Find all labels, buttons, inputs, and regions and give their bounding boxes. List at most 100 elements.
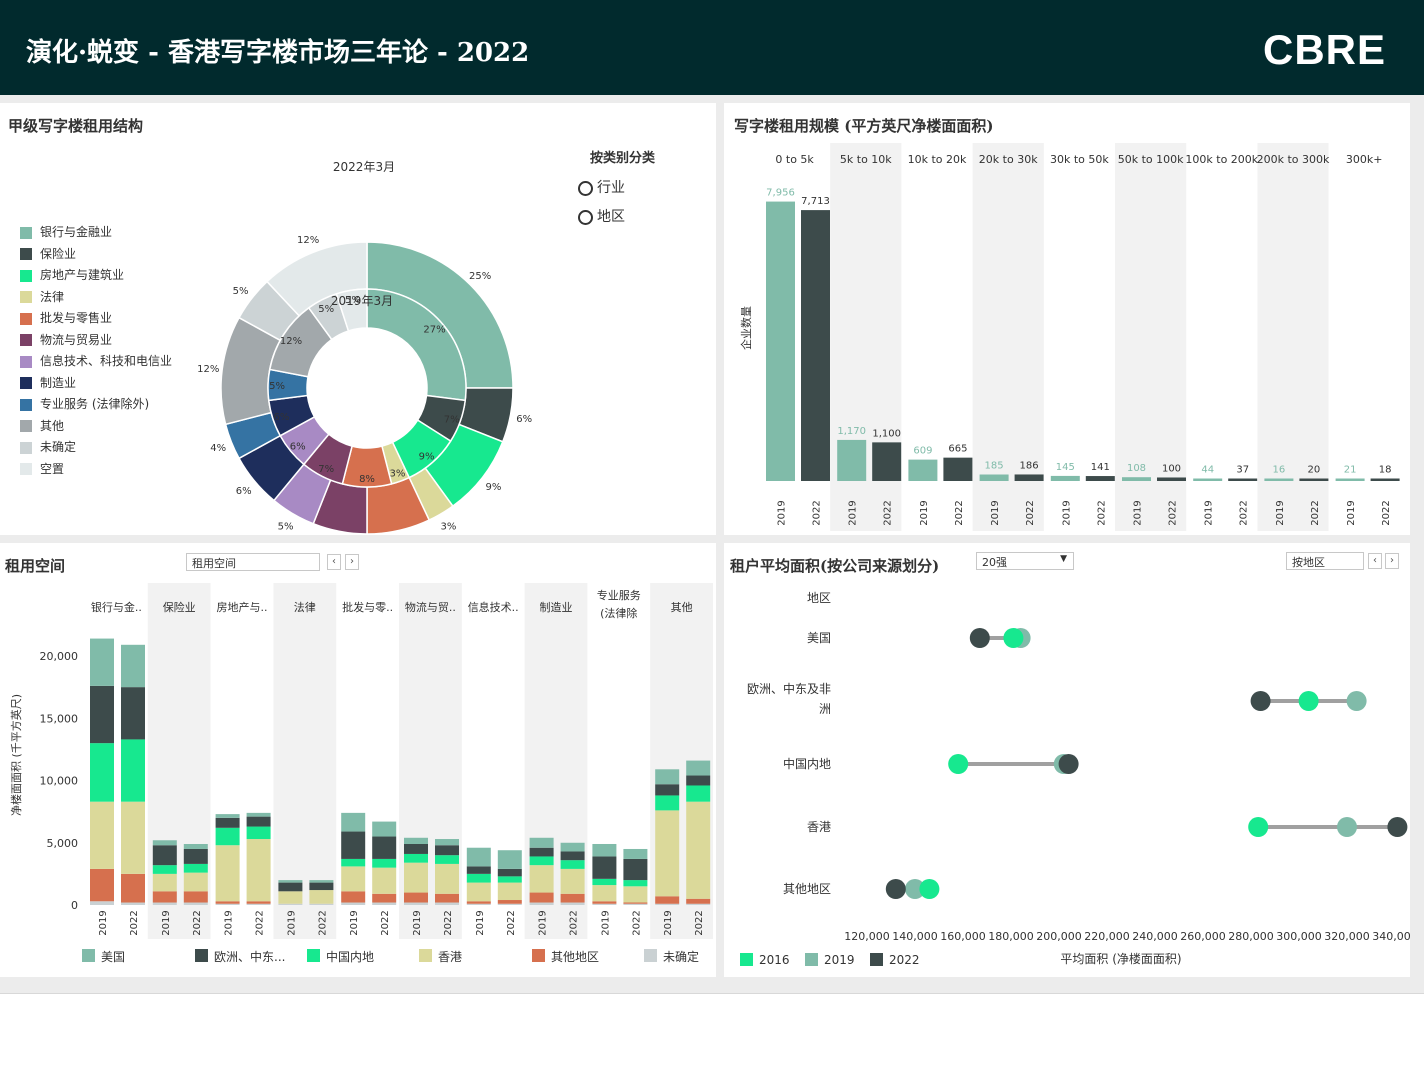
stack-segment	[592, 856, 617, 879]
size-bar	[872, 442, 902, 481]
size-category-label: 300k+	[1346, 153, 1383, 166]
legend-swatch	[20, 420, 32, 432]
size-year-label: 2019	[1133, 500, 1144, 525]
stack-segment	[435, 845, 459, 856]
outer-ring-value-label: 5%	[233, 286, 249, 297]
donut-legend-item: 银行与金融业	[20, 223, 112, 240]
stack-y-tick: 5,000	[47, 837, 79, 850]
stack-segment	[152, 902, 177, 905]
stack-segment	[90, 743, 114, 802]
size-data-label: 21	[1344, 465, 1357, 476]
stack-category-label: 其他	[671, 601, 693, 614]
stack-segment	[529, 902, 554, 905]
size-band	[972, 143, 1044, 531]
leased-space-dropdown[interactable]: 租用空间	[186, 553, 320, 571]
dumbbell-point	[1346, 691, 1367, 711]
stack-segment	[215, 817, 240, 828]
region-dropdown[interactable]: 按地区	[1286, 552, 1364, 570]
radio-industry[interactable]: 行业	[578, 177, 625, 197]
size-bar	[766, 201, 795, 481]
stack-segment	[90, 868, 114, 902]
stack-segment	[592, 901, 617, 904]
stack-segment	[309, 903, 334, 905]
stack-segment	[497, 850, 522, 869]
stack-year-label: 2019	[663, 910, 674, 935]
inner-ring-value-label: 27%	[423, 324, 445, 335]
size-bar	[1370, 478, 1400, 481]
stack-category-label: 批发与零..	[342, 600, 393, 614]
stack-segment	[404, 902, 428, 905]
stack-segment	[215, 903, 240, 905]
stack-segment	[560, 860, 585, 869]
size-category-label: 5k to 10k	[840, 153, 892, 166]
stack-segment	[121, 902, 145, 905]
stack-segment	[686, 898, 711, 904]
stack-segment	[466, 873, 491, 883]
stack-segment	[278, 891, 303, 904]
stack-segment	[435, 863, 459, 894]
size-bar	[1157, 477, 1186, 481]
top20-dropdown[interactable]: 20强 ▼	[976, 552, 1074, 570]
stack-segment	[372, 821, 397, 837]
outer-ring-value-label: 12%	[297, 235, 319, 246]
stack-year-label: 2022	[129, 910, 140, 935]
inner-ring-slice	[366, 288, 467, 402]
stack-year-label: 2022	[255, 910, 266, 935]
stack-segment	[560, 893, 585, 903]
stack-segment	[309, 880, 334, 883]
stack-segment	[435, 855, 459, 864]
stack-legend-label: 美国	[101, 950, 125, 964]
size-bar	[1193, 478, 1223, 481]
radio-industry-label: 行业	[597, 180, 625, 196]
stack-segment	[497, 882, 522, 901]
stack-segment	[623, 858, 648, 881]
stack-segment	[152, 891, 177, 903]
stack-year-label: 2022	[569, 910, 580, 935]
stack-year-label: 2019	[349, 910, 360, 935]
size-year-label: 2019	[990, 500, 1001, 525]
stack-segment	[215, 814, 240, 818]
size-y-axis-label: 企业数量	[739, 306, 753, 350]
prev-arrow-icon[interactable]: ‹	[1368, 553, 1382, 569]
inner-ring-value-label: 3%	[390, 469, 406, 480]
stack-segment	[246, 901, 271, 904]
next-arrow-icon[interactable]: ›	[1385, 553, 1399, 569]
dumbbell-point	[885, 879, 906, 899]
stack-segment	[623, 903, 648, 905]
stack-segment	[466, 903, 491, 905]
radio-region[interactable]: 地区	[578, 206, 625, 226]
bottom-divider	[0, 993, 1424, 994]
stack-segment	[435, 839, 459, 846]
stack-segment	[372, 902, 397, 905]
stack-year-label: 2022	[317, 910, 328, 935]
size-category-label: 200k to 300k	[1257, 153, 1330, 166]
outer-ring-value-label: 6%	[236, 486, 252, 497]
size-data-label: 100	[1162, 463, 1181, 474]
size-year-label: 2022	[812, 500, 823, 525]
size-year-label: 2022	[1025, 500, 1036, 525]
stack-y-tick: 10,000	[40, 775, 79, 788]
leased-space-title: 租用空间	[5, 557, 66, 575]
legend-label: 专业服务 (法律除外)	[40, 397, 150, 411]
dumbbell-row-label: 美国	[807, 631, 831, 645]
size-bar	[1085, 476, 1115, 481]
donut-legend-item: 法律	[20, 288, 64, 305]
dumbbell-x-tick: 260,000	[1180, 930, 1226, 943]
size-data-label: 665	[948, 444, 967, 455]
stack-category-label: 物流与贸..	[405, 600, 456, 614]
stack-legend-swatch	[419, 949, 432, 962]
stack-segment	[90, 901, 114, 905]
radio-circle-icon	[578, 209, 593, 225]
next-arrow-icon[interactable]: ›	[345, 554, 359, 570]
legend-label: 其他	[40, 418, 65, 433]
cbre-logo: CBRE	[1262, 26, 1386, 73]
size-bar	[801, 210, 830, 481]
dumbbell-legend-label: 2022	[889, 953, 920, 967]
inner-ring-value-label: 6%	[273, 412, 289, 423]
size-data-label: 185	[985, 461, 1004, 472]
stack-year-label: 2022	[631, 910, 642, 935]
stack-segment	[655, 795, 680, 811]
legend-swatch	[20, 377, 32, 389]
stack-segment	[278, 903, 303, 905]
prev-arrow-icon[interactable]: ‹	[327, 554, 341, 570]
